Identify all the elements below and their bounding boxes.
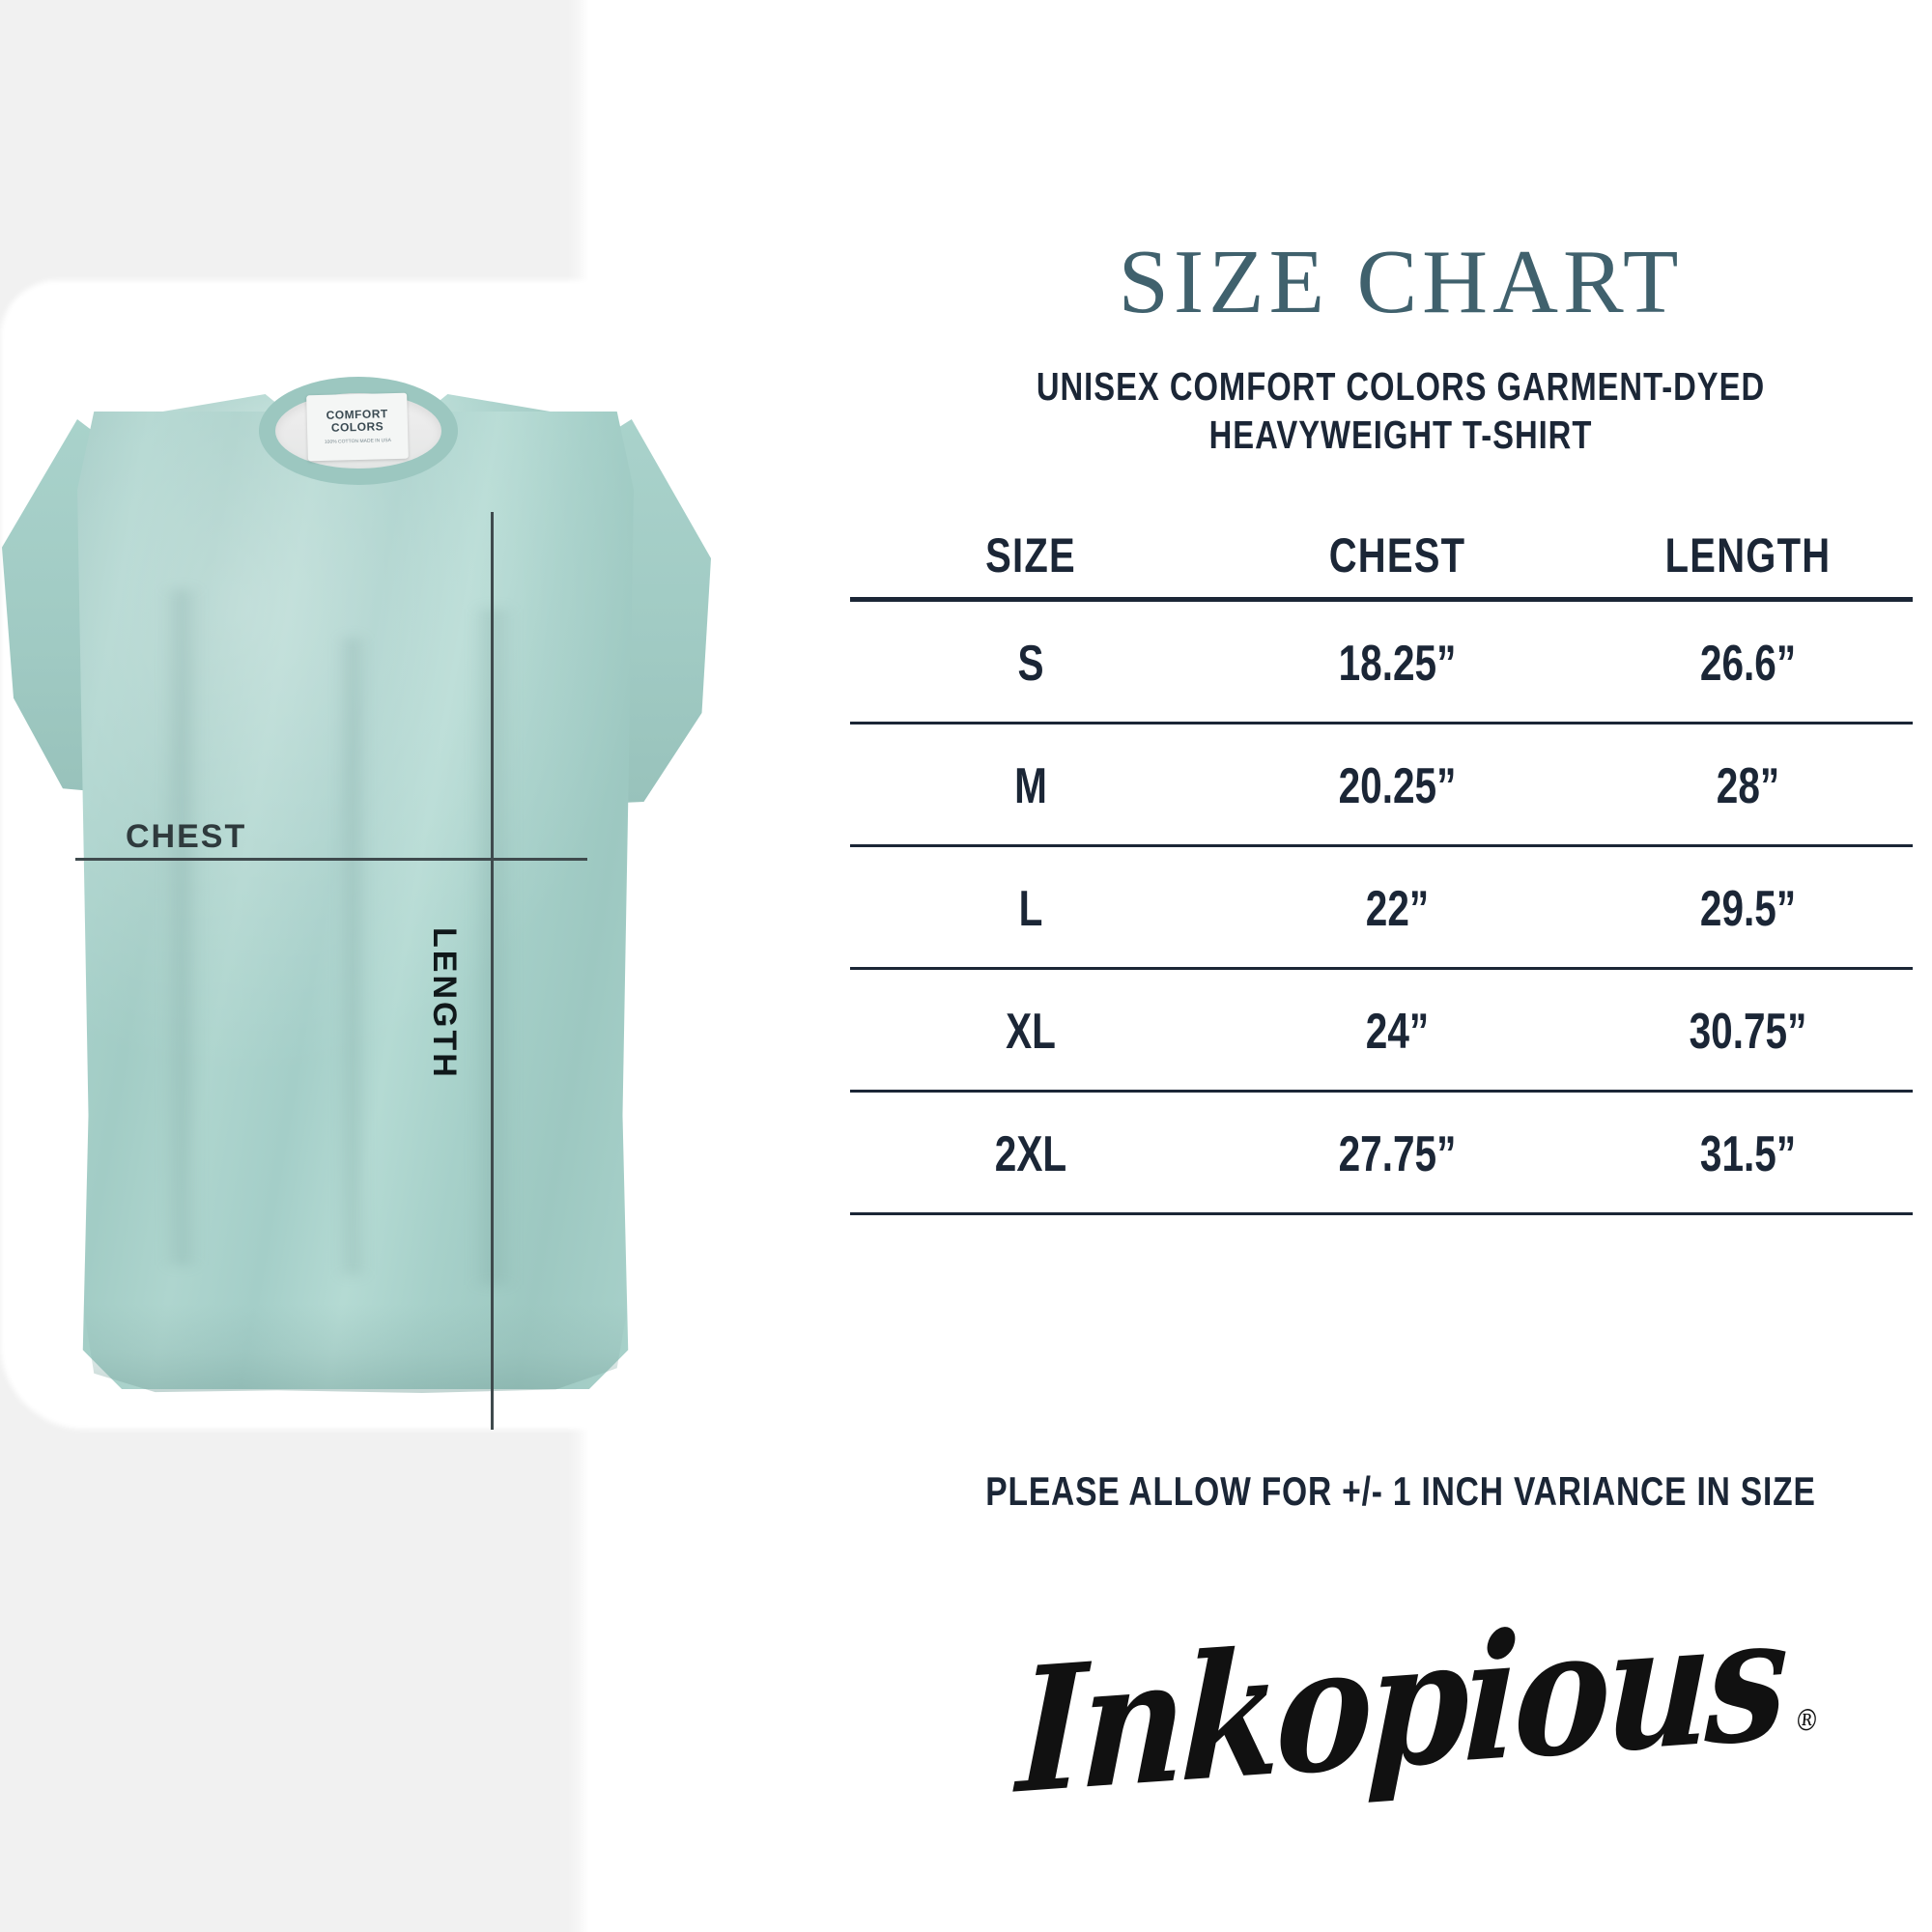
table-row-divider: [850, 844, 1913, 847]
cell-chest: 27.75”: [1338, 1126, 1457, 1182]
table-row-divider: [850, 1090, 1913, 1093]
subtitle-line-1: UNISEX COMFORT COLORS GARMENT-DYED: [1036, 364, 1766, 409]
column-header-length: LENGTH: [1664, 528, 1832, 582]
cell-size: XL: [1006, 1004, 1056, 1060]
table-header-row: SIZE CHEST LENGTH: [850, 522, 1913, 597]
shirt-hem: [82, 1304, 629, 1393]
table-row: M 20.25” 28”: [850, 724, 1913, 844]
size-chart-panel: SIZE CHART UNISEX COMFORT COLORS GARMENT…: [850, 0, 1932, 1932]
brand-logo-text: Inkopious: [1014, 1577, 1787, 1833]
cell-chest: 24”: [1365, 1004, 1430, 1060]
chest-measurement-label: CHEST: [126, 818, 247, 855]
cell-chest: 20.25”: [1338, 758, 1457, 814]
table-row: L 22” 29.5”: [850, 847, 1913, 967]
product-photo: COMFORT COLORS 100% COTTON MADE IN USA C…: [0, 222, 773, 1575]
table-header-rule: [850, 597, 1913, 602]
fabric-fold: [471, 609, 516, 1285]
page-title: SIZE CHART: [1118, 232, 1684, 332]
table-row-divider: [850, 967, 1913, 970]
cell-length: 26.6”: [1699, 636, 1797, 692]
table-bottom-rule: [850, 1212, 1913, 1215]
column-header-chest: CHEST: [1328, 528, 1466, 582]
neck-tag: COMFORT COLORS 100% COTTON MADE IN USA: [306, 392, 409, 462]
registered-trademark-icon: ®: [1792, 1703, 1816, 1739]
chest-measurement-line: [75, 858, 587, 861]
cell-size: L: [1018, 881, 1043, 937]
tshirt-illustration: COMFORT COLORS 100% COTTON MADE IN USA: [2, 319, 711, 1393]
brand-logo: Inkopious ®: [869, 1565, 1932, 1845]
page-subtitle: UNISEX COMFORT COLORS GARMENT-DYED HEAVY…: [1007, 362, 1795, 459]
fabric-fold: [162, 589, 201, 1265]
cell-size: M: [1014, 758, 1047, 814]
cell-length: 30.75”: [1689, 1004, 1807, 1060]
brand-logo-wordmark: Inkopious ®: [1014, 1577, 1816, 1833]
length-measurement-label: LENGTH: [426, 927, 463, 1080]
neck-tag-brand-line2: COLORS: [330, 419, 384, 435]
length-measurement-line: [491, 512, 494, 1430]
fabric-fold: [336, 638, 369, 1275]
size-table: SIZE CHEST LENGTH S 18.25” 26.6” M 20.25…: [850, 522, 1913, 1215]
table-row-divider: [850, 722, 1913, 724]
table-row: XL 24” 30.75”: [850, 970, 1913, 1090]
subtitle-line-2: HEAVYWEIGHT T-SHIRT: [1208, 412, 1593, 458]
table-row: S 18.25” 26.6”: [850, 602, 1913, 722]
cell-length: 28”: [1716, 758, 1780, 814]
cell-length: 31.5”: [1699, 1126, 1797, 1182]
cell-size: S: [1017, 636, 1044, 692]
neck-tag-fine-print: 100% COTTON MADE IN USA: [324, 438, 392, 446]
background-right-panel: [580, 0, 1932, 1932]
table-row: 2XL 27.75” 31.5”: [850, 1093, 1913, 1212]
cell-length: 29.5”: [1699, 881, 1797, 937]
shirt-torso: [77, 412, 634, 1389]
cell-size: 2XL: [994, 1126, 1067, 1182]
cell-chest: 18.25”: [1338, 636, 1457, 692]
variance-note: PLEASE ALLOW FOR +/- 1 INCH VARIANCE IN …: [985, 1468, 1816, 1514]
cell-chest: 22”: [1365, 881, 1430, 937]
column-header-size: SIZE: [985, 528, 1076, 582]
